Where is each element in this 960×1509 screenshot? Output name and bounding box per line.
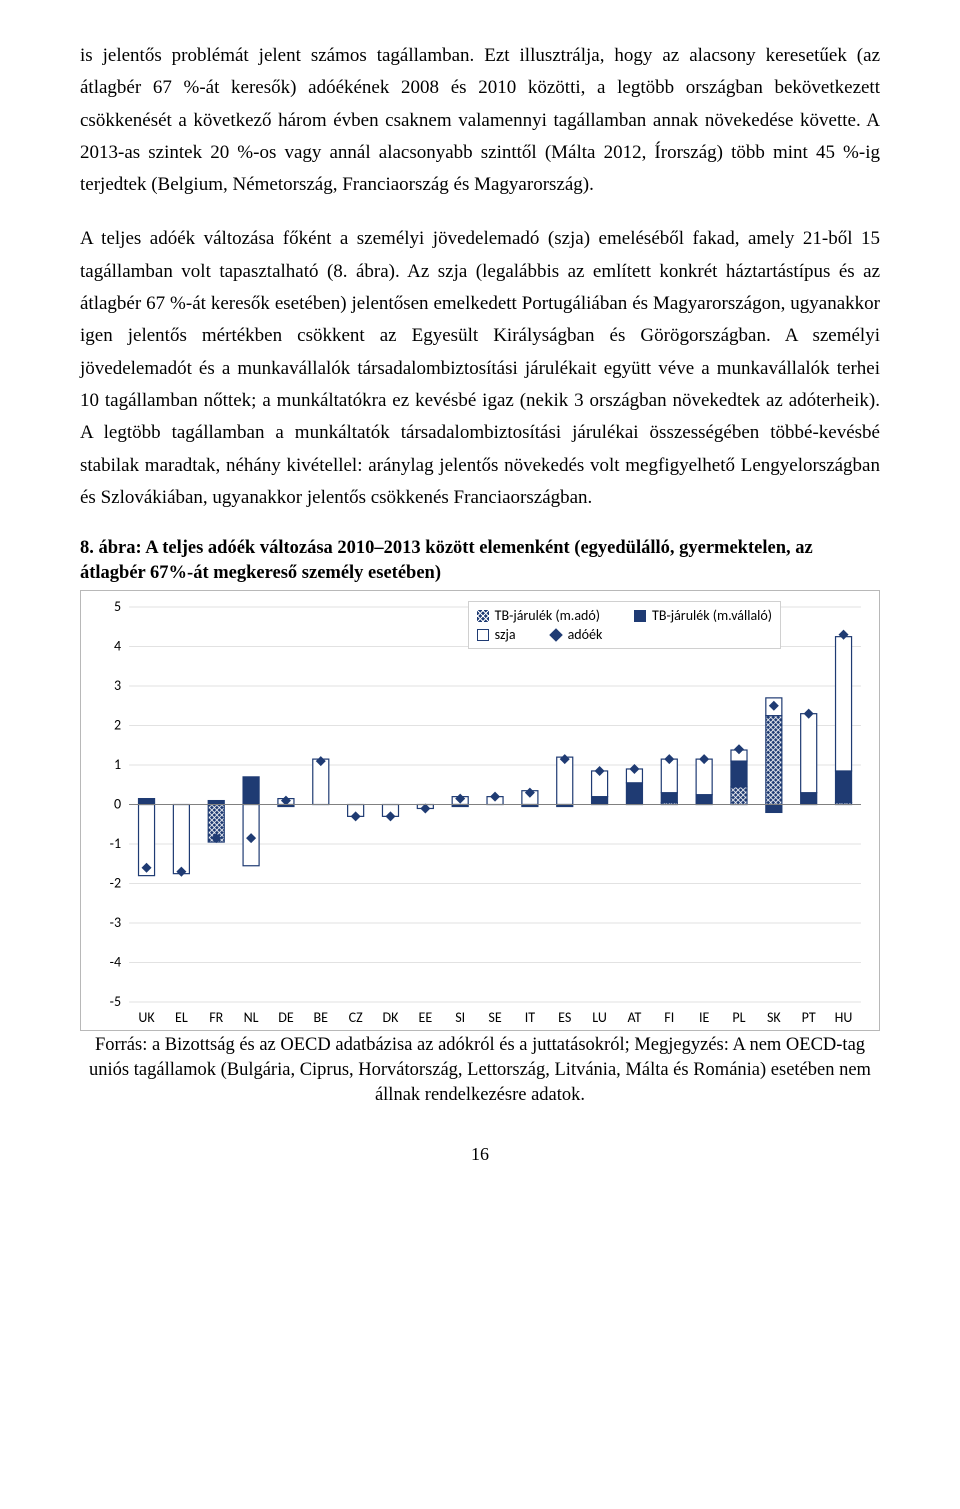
- paragraph-2: A teljes adóék változása főként a személ…: [80, 223, 880, 514]
- chart-container: -5 -4 -3 -2 -1 0 1 2 3 4 5 UK EL FR NL DE BE CZ DK EE SI SE IT…: [80, 590, 880, 1031]
- document-page: is jelentős problémát jelent számos tagá…: [0, 0, 960, 1195]
- tax-wedge-chart: -5 -4 -3 -2 -1 0 1 2 3 4 5 UK EL FR NL DE BE CZ DK EE SI SE IT…: [89, 597, 871, 1028]
- svg-text:SI: SI: [455, 1009, 465, 1026]
- chart-legend: TB-járulék (m.adó) TB-járulék (m.vállaló…: [468, 601, 781, 649]
- svg-text:-3: -3: [110, 914, 121, 931]
- legend-item-adoek: adóék: [550, 626, 603, 643]
- solid-icon: [634, 610, 646, 622]
- svg-text:-2: -2: [110, 875, 121, 892]
- svg-text:-1: -1: [110, 835, 121, 852]
- svg-text:FI: FI: [664, 1009, 674, 1026]
- svg-text:4: 4: [114, 638, 121, 655]
- chart-heading: 8. ábra: A teljes adóék változása 2010–2…: [80, 536, 880, 586]
- page-number: 16: [80, 1144, 880, 1165]
- svg-text:HU: HU: [835, 1009, 853, 1026]
- chart-caption: Forrás: a Bizottság és az OECD adatbázis…: [80, 1033, 880, 1108]
- svg-text:NL: NL: [244, 1009, 259, 1026]
- legend-item-szja: szja: [477, 626, 516, 643]
- legend-label: TB-járulék (m.adó): [495, 607, 600, 624]
- legend-label: szja: [495, 626, 516, 643]
- svg-text:1: 1: [114, 756, 121, 773]
- svg-text:ES: ES: [558, 1009, 571, 1026]
- svg-text:2: 2: [114, 717, 121, 734]
- svg-text:BE: BE: [314, 1009, 329, 1026]
- svg-text:CZ: CZ: [349, 1009, 363, 1026]
- svg-text:-4: -4: [110, 954, 121, 971]
- svg-text:EL: EL: [175, 1009, 188, 1026]
- svg-text:SK: SK: [767, 1009, 781, 1026]
- svg-text:5: 5: [114, 598, 121, 615]
- svg-text:DK: DK: [383, 1009, 400, 1026]
- svg-text:LU: LU: [592, 1009, 607, 1026]
- svg-text:DE: DE: [278, 1009, 294, 1026]
- paragraph-1: is jelentős problémát jelent számos tagá…: [80, 40, 880, 201]
- svg-text:UK: UK: [138, 1009, 155, 1026]
- legend-item-employee: TB-járulék (m.vállaló): [634, 607, 772, 624]
- legend-label: TB-járulék (m.vállaló): [652, 607, 772, 624]
- svg-text:PT: PT: [802, 1009, 816, 1026]
- svg-text:SE: SE: [488, 1009, 501, 1026]
- svg-text:PL: PL: [732, 1009, 745, 1026]
- svg-text:3: 3: [114, 677, 121, 694]
- svg-text:EE: EE: [418, 1009, 432, 1026]
- svg-text:0: 0: [114, 796, 121, 813]
- svg-text:FR: FR: [209, 1009, 223, 1026]
- outline-icon: [477, 629, 489, 641]
- diamond-icon: [549, 628, 563, 642]
- legend-label: adóék: [568, 626, 603, 643]
- svg-text:-5: -5: [110, 993, 121, 1010]
- svg-text:IE: IE: [699, 1009, 710, 1026]
- svg-text:AT: AT: [628, 1009, 642, 1026]
- svg-text:IT: IT: [525, 1009, 536, 1026]
- legend-item-employer: TB-járulék (m.adó): [477, 607, 600, 624]
- crosshatch-icon: [477, 610, 489, 622]
